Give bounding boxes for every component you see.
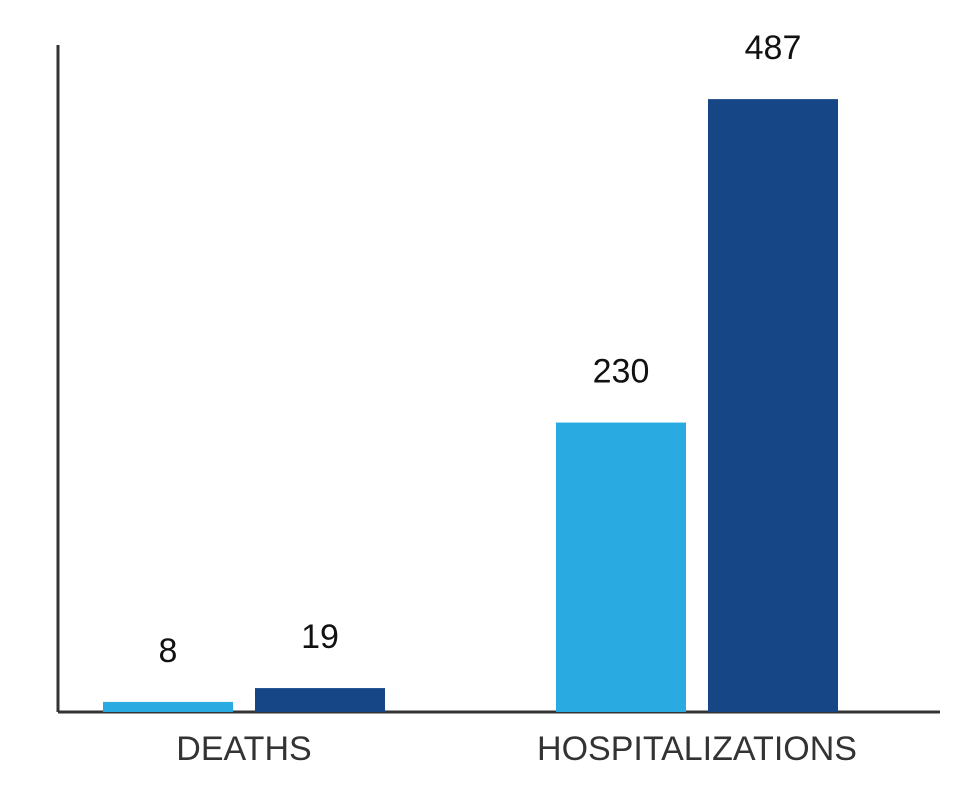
value-label-deaths-series-1: 8 (159, 632, 178, 670)
bar-deaths-series-2 (255, 688, 385, 712)
bar-hospitalizations-series-2 (708, 99, 838, 712)
category-labels-group: DEATHS HOSPITALIZATIONS (176, 730, 857, 768)
value-label-deaths-series-2: 19 (301, 618, 339, 656)
bars-group (103, 99, 838, 712)
category-label-deaths: DEATHS (176, 730, 311, 768)
category-label-hospitalizations: HOSPITALIZATIONS (537, 730, 857, 768)
value-label-hospitalizations-series-2: 487 (745, 29, 802, 67)
bar-deaths-series-1 (103, 701, 233, 712)
value-labels-group: 8 19 230 487 (159, 29, 802, 670)
bar-hospitalizations-series-1 (556, 422, 686, 712)
value-label-hospitalizations-series-1: 230 (593, 353, 650, 391)
